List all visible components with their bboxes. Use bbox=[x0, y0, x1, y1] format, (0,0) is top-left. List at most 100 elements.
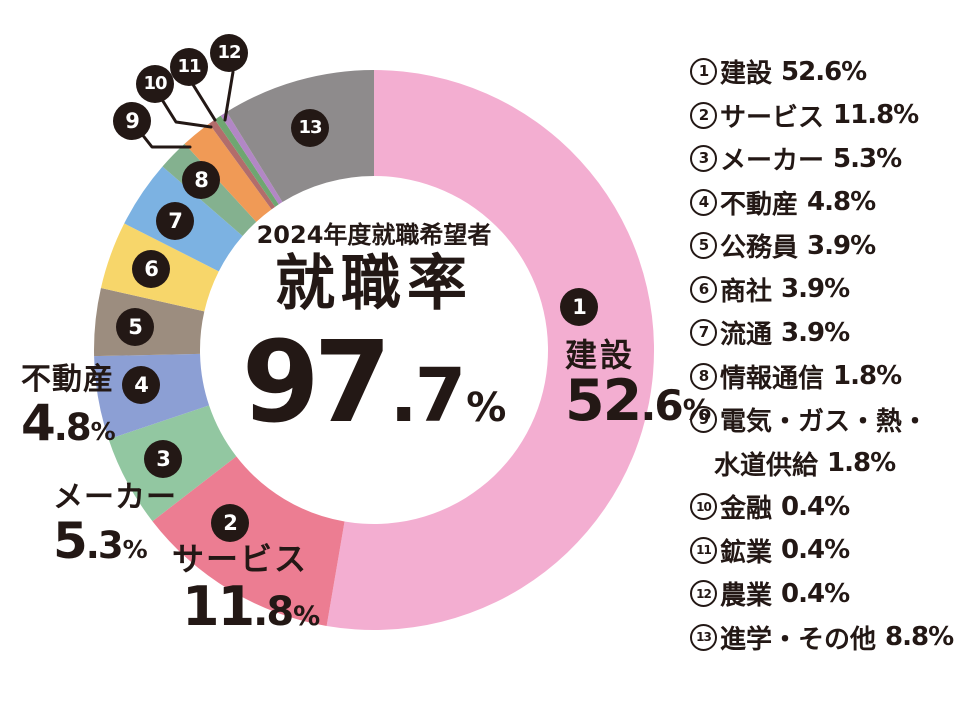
legend-value: 0.4% bbox=[781, 578, 850, 609]
legend-item-2: 2 サービス 11.8% bbox=[690, 94, 953, 138]
slice-1 bbox=[326, 70, 655, 630]
slice-10 bbox=[209, 119, 276, 210]
legend-label: メーカー bbox=[720, 146, 825, 177]
legend-label: 建設 bbox=[720, 59, 773, 90]
center-subtitle: 2024年度就職希望者 bbox=[256, 221, 492, 249]
legend-value: 3.9% bbox=[807, 230, 876, 261]
callout-value: 4.8% bbox=[21, 394, 116, 452]
callout-label: 建設 bbox=[565, 336, 636, 374]
legend-value: 11.8% bbox=[833, 100, 919, 131]
legend-label: 金融 bbox=[720, 494, 773, 525]
legend-item-11: 11 鉱業 0.4% bbox=[690, 529, 953, 573]
legend-value: 0.4% bbox=[781, 535, 850, 566]
callout-value-dec: .6 bbox=[640, 381, 683, 430]
leader-line-9 bbox=[139, 131, 192, 149]
slice-badge-11: 11 bbox=[170, 48, 208, 86]
legend-item-1: 1 建設 52.6% bbox=[690, 50, 953, 94]
legend-label: サービス bbox=[720, 102, 825, 133]
callout-value: 5.3% bbox=[53, 512, 177, 570]
legend-label: 流通 bbox=[720, 320, 773, 351]
callout-value: 11.8% bbox=[182, 575, 320, 638]
legend-item-9: 9 電気・ガス・熱・ bbox=[690, 398, 953, 442]
legend-number-icon: 12 bbox=[690, 580, 717, 608]
callout-value-int: 52 bbox=[565, 368, 642, 434]
legend-label-line2: 水道供給 bbox=[714, 450, 819, 481]
legend-number-icon: 11 bbox=[690, 536, 717, 564]
legend-item-10: 10 金融 0.4% bbox=[690, 485, 953, 529]
center-value-unit: % bbox=[466, 384, 507, 431]
callout-value-int: 11 bbox=[182, 575, 255, 638]
legend: 1 建設 52.6% 2 サービス 11.8% 3 メーカー 5.3% 4 不動産 4.8% 5 公務員 3… bbox=[690, 50, 954, 659]
legend-item-8: 8 情報通信 1.8% bbox=[690, 355, 953, 399]
legend-number-icon: 8 bbox=[690, 362, 717, 390]
legend-label: 公務員 bbox=[720, 233, 799, 264]
center-value-int: 97 bbox=[241, 317, 392, 448]
legend-label: 農業 bbox=[720, 581, 773, 612]
legend-item-5: 5 公務員 3.9% bbox=[690, 224, 953, 268]
callout-value-unit: % bbox=[122, 535, 148, 564]
legend-label: 進学・その他 bbox=[720, 624, 877, 655]
callout-value-unit: % bbox=[90, 417, 116, 446]
callout-label: サービス bbox=[172, 540, 309, 578]
legend-label: 不動産 bbox=[720, 189, 799, 220]
slice-2 bbox=[152, 456, 345, 626]
legend-item-7: 7 流通 3.9% bbox=[690, 311, 953, 355]
legend-value: 1.8% bbox=[833, 361, 902, 392]
legend-label: 電気・ガス・熱・ bbox=[720, 407, 929, 438]
slice-badge-9: 9 bbox=[113, 102, 151, 140]
callout-value-unit: % bbox=[293, 601, 320, 632]
callout-kensetsu: 建設 52.6% bbox=[565, 336, 711, 434]
slice-badge-5: 5 bbox=[116, 308, 154, 346]
legend-label: 情報通信 bbox=[720, 363, 825, 394]
legend-number-icon: 4 bbox=[690, 188, 717, 216]
callout-value-dec: .3 bbox=[85, 524, 124, 567]
legend-value: 8.8% bbox=[885, 622, 954, 653]
legend-value: 3.9% bbox=[781, 317, 850, 348]
callout-value-int: 4 bbox=[21, 394, 56, 452]
slice-badge-8: 8 bbox=[182, 161, 220, 199]
legend-number-icon: 7 bbox=[690, 319, 717, 347]
slice-badge-12: 12 bbox=[210, 34, 248, 72]
legend-number-icon: 9 bbox=[690, 406, 717, 434]
legend-number-icon: 3 bbox=[690, 145, 717, 173]
slice-11 bbox=[214, 115, 279, 207]
callout-fudosan: 不動産 4.8% bbox=[21, 362, 116, 452]
legend-value: 1.8% bbox=[827, 448, 896, 479]
center-title: 就職率 bbox=[275, 248, 473, 319]
callout-label: 不動産 bbox=[21, 362, 114, 397]
legend-value: 52.6% bbox=[781, 56, 867, 87]
callout-value-int: 5 bbox=[53, 512, 88, 570]
slice-badge-10: 10 bbox=[136, 65, 174, 103]
legend-item-6: 6 商社 3.9% bbox=[690, 268, 953, 312]
slice-12 bbox=[220, 111, 283, 205]
legend-item-3: 3 メーカー 5.3% bbox=[690, 137, 953, 181]
center-value: 97.7% bbox=[200, 317, 548, 448]
legend-label: 鉱業 bbox=[720, 537, 773, 568]
slice-9 bbox=[184, 123, 272, 222]
legend-number-icon: 1 bbox=[690, 58, 717, 86]
slice-badge-1: 1 bbox=[560, 288, 598, 326]
leader-line-11 bbox=[190, 81, 217, 122]
legend-label: 商社 bbox=[720, 276, 773, 307]
legend-value: 0.4% bbox=[781, 491, 850, 522]
leader-line-12 bbox=[223, 70, 235, 122]
slice-badge-3: 3 bbox=[144, 440, 182, 478]
callout-service: サービス 11.8% bbox=[172, 540, 320, 638]
legend-number-icon: 13 bbox=[690, 623, 717, 651]
slice-badge-13: 13 bbox=[291, 109, 329, 147]
legend-value: 5.3% bbox=[833, 143, 902, 174]
callout-label: メーカー bbox=[53, 480, 177, 515]
donut-center: 2024年度就職希望者 就職率 97.7% bbox=[200, 221, 548, 448]
callout-maker: メーカー 5.3% bbox=[53, 480, 177, 570]
legend-item-9-line2: 水道供給 1.8% bbox=[690, 442, 953, 486]
callout-value-dec: .8 bbox=[253, 589, 294, 635]
callout-value-dec: .8 bbox=[53, 406, 92, 449]
slice-badge-6: 6 bbox=[132, 250, 170, 288]
legend-number-icon: 6 bbox=[690, 275, 717, 303]
legend-number-icon: 5 bbox=[690, 232, 717, 260]
legend-value: 4.8% bbox=[807, 187, 876, 218]
leader-line-10 bbox=[159, 96, 213, 129]
center-value-dec: .7 bbox=[389, 352, 467, 439]
legend-item-12: 12 農業 0.4% bbox=[690, 572, 953, 616]
